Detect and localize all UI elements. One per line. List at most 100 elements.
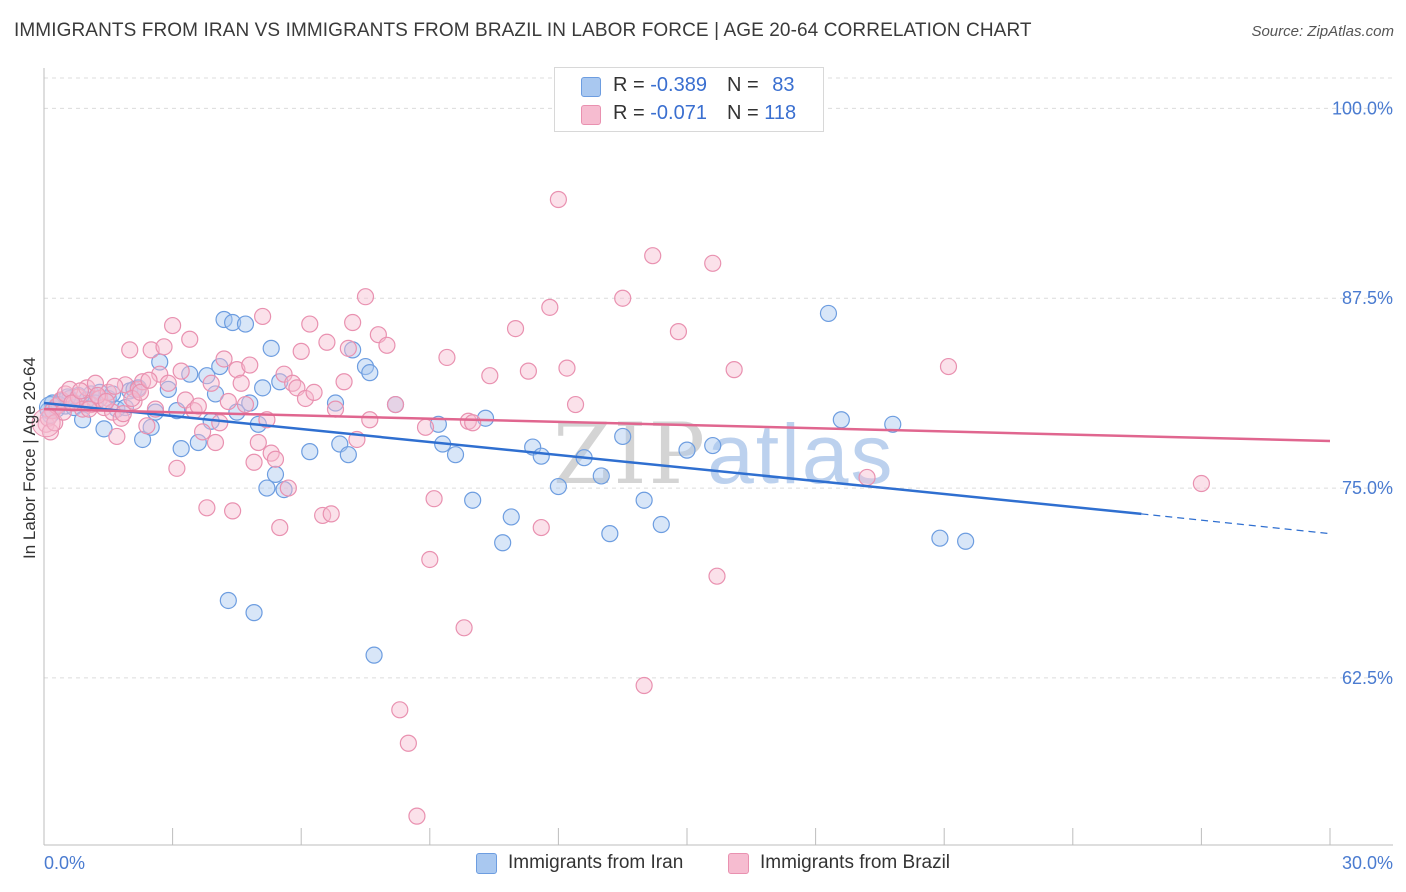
brazil-point [236,395,255,414]
brazil-point [215,350,233,368]
iran-point [601,525,619,543]
brazil-point [249,433,267,452]
brazil-point [123,389,141,408]
brazil-point [254,307,272,326]
brazil-point [708,567,726,585]
iran-point [254,379,272,397]
bottom-legend-label-brazil: Immigrants from Brazil [760,852,951,873]
brazil-point [168,459,186,477]
brazil-point [614,289,632,307]
brazil-point [88,386,107,405]
iran-point [476,409,495,427]
iran-point [931,529,949,547]
brazil-point [416,418,435,436]
brazil-point [41,423,60,441]
brazil-point [519,362,537,380]
brazil-point [566,395,585,414]
brazil-point [558,359,576,377]
iran-point [446,446,465,464]
brazil-point [219,392,237,411]
brazil-point [292,342,310,360]
brazil-point [339,339,357,357]
iran-point [224,313,242,332]
iran-point [339,446,357,464]
brazil-point [155,338,173,356]
brazil-point [644,247,662,265]
y-tick-label: 62.5% [1342,668,1393,688]
brazil-point [635,676,653,695]
brazil-point [194,423,212,441]
legend-brazil-r-value: -0.071 [650,102,707,124]
x-tick-label-min: 0.0% [44,853,85,873]
brazil-point [314,506,332,525]
brazil-point [725,361,743,379]
iran-point [592,467,610,485]
brazil-point [481,367,499,385]
iran-point [429,415,447,433]
iran-point [219,591,237,610]
brazil-point [421,550,439,569]
iran-point [819,304,838,323]
brazil-point [131,383,150,401]
iran-point [464,491,482,509]
brazil-point [378,336,396,354]
brazil-point [279,479,297,497]
brazil-point [245,453,263,471]
brazil-point [206,433,225,452]
source-label: Source: ZipAtlas.com [1251,23,1394,40]
brazil-point [408,807,426,825]
iran-point [361,364,379,382]
brazil-point [326,400,345,418]
iran-point [266,465,285,484]
y-tick-label: 87.5% [1342,288,1393,308]
brazil-trend-line [43,407,1331,443]
series-iran-points [38,304,975,664]
iran-point [159,380,177,398]
brazil-point [335,373,353,391]
legend-brazil-n-value: 118 [764,102,797,124]
brazil-point [142,341,160,359]
brazil-point [361,411,379,429]
brazil-point [232,374,250,392]
chart-title: IMMIGRANTS FROM IRAN VS IMMIGRANTS FROM … [14,20,1032,41]
y-tick-label: 100.0% [1332,98,1393,118]
iran-point [262,339,280,357]
iran-trend-extension [1141,513,1331,535]
iran-point [678,441,696,459]
brazil-point [669,323,688,341]
brazil-point [532,518,550,537]
brazil-point [97,392,115,411]
trend-lines [43,401,1331,535]
brazil-point [140,371,158,389]
brazil-point [344,313,362,332]
brazil-point [202,374,220,392]
brazil-point [425,490,443,508]
brazil-point [106,377,124,395]
brazil-point [386,395,405,414]
bottom-legend-label-iran: Immigrants from Iran [508,852,684,873]
legend-swatch-iran [581,77,601,97]
brazil-point [224,502,242,520]
brazil-point [133,373,152,391]
brazil-point [198,499,216,517]
iran-point [301,443,319,461]
iran-point [957,532,975,550]
iran-point [494,534,512,552]
iran-point [236,315,255,333]
brazil-point [1192,474,1211,493]
brazil-point [541,298,559,316]
iran-point [614,427,632,446]
brazil-point [121,341,139,359]
brazil-point [322,505,340,523]
iran-point [635,491,653,509]
legend-swatch-brazil [581,105,601,125]
legend-iran-n-value: 83 [772,74,795,96]
y-tick-label: 75.0% [1342,478,1393,498]
brazil-point [181,330,199,348]
iran-point [532,447,550,465]
axes [43,68,1393,846]
iran-point [189,433,207,452]
legend-brazil-r-label: R = [613,102,651,124]
legend-iran-n-label: N = [726,74,765,96]
brazil-point [296,389,315,408]
